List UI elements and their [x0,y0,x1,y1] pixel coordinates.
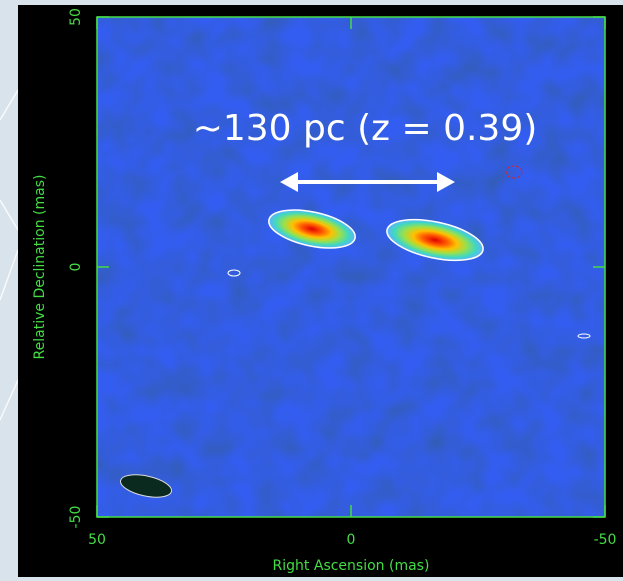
chart: ~130 pc (z = 0.39) Right Ascension (mas)… [0,0,623,577]
y-tick-label: 50 [68,8,84,26]
x-tick-label: 50 [88,532,106,548]
background-lines [0,90,18,420]
y-tick-label: 0 [68,263,84,272]
x-tick-label: -50 [594,532,617,548]
y-axis-label: Relative Declination (mas) [32,175,48,360]
annotation: ~130 pc (z = 0.39) [193,108,538,149]
y-tick-label: -50 [68,506,84,529]
x-axis-label: Right Ascension (mas) [273,558,430,574]
x-tick-label: 0 [347,532,356,548]
image-noise [97,17,605,517]
page: ~130 pc (z = 0.39) Right Ascension (mas)… [0,0,623,577]
